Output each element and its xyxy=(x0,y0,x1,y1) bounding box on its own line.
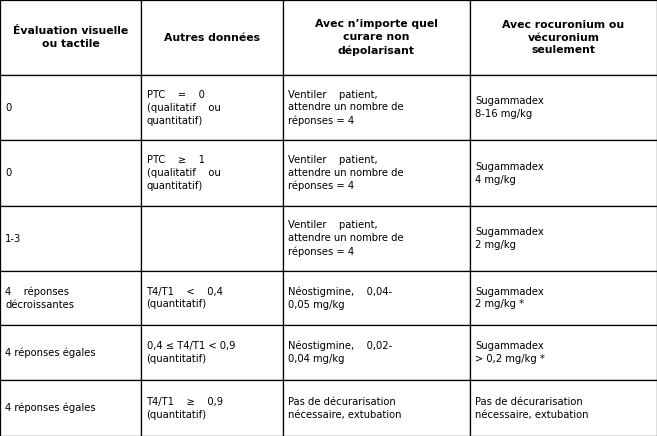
Bar xyxy=(470,324,657,380)
Bar xyxy=(0,206,141,271)
Bar xyxy=(0,324,141,380)
Text: Pas de décurarisation
nécessaire, extubation: Pas de décurarisation nécessaire, extuba… xyxy=(475,397,589,419)
Text: Ventiler    patient,
attendre un nombre de
réponses = 4: Ventiler patient, attendre un nombre de … xyxy=(288,155,403,191)
Bar xyxy=(470,380,657,436)
Bar xyxy=(141,324,283,380)
Text: Sugammadex
2 mg/kg: Sugammadex 2 mg/kg xyxy=(475,227,544,250)
Text: 0: 0 xyxy=(5,168,12,178)
Text: Avec n’importe quel
curare non
dépolarisant: Avec n’importe quel curare non dépolaris… xyxy=(315,20,438,56)
Bar xyxy=(141,380,283,436)
Text: Néostigmine,    0,04-
0,05 mg/kg: Néostigmine, 0,04- 0,05 mg/kg xyxy=(288,286,392,310)
Bar xyxy=(283,75,470,140)
Bar xyxy=(0,75,141,140)
Bar xyxy=(283,140,470,206)
Bar xyxy=(0,380,141,436)
Text: 0,4 ≤ T4/T1 < 0,9
(quantitatif): 0,4 ≤ T4/T1 < 0,9 (quantitatif) xyxy=(147,341,235,364)
Text: PTC    ≥    1
(qualitatif    ou
quantitatif): PTC ≥ 1 (qualitatif ou quantitatif) xyxy=(147,155,220,191)
Text: 4 réponses égales: 4 réponses égales xyxy=(5,403,96,413)
Text: PTC    =    0
(qualitatif    ou
quantitatif): PTC = 0 (qualitatif ou quantitatif) xyxy=(147,90,220,126)
Text: Pas de décurarisation
nécessaire, extubation: Pas de décurarisation nécessaire, extuba… xyxy=(288,397,401,419)
Bar xyxy=(470,206,657,271)
Bar xyxy=(0,271,141,324)
Bar xyxy=(141,75,283,140)
Bar xyxy=(141,271,283,324)
Text: Ventiler    patient,
attendre un nombre de
réponses = 4: Ventiler patient, attendre un nombre de … xyxy=(288,90,403,126)
Bar xyxy=(0,0,141,75)
Text: Sugammadex
2 mg/kg *: Sugammadex 2 mg/kg * xyxy=(475,286,544,309)
Text: Évaluation visuelle
ou tactile: Évaluation visuelle ou tactile xyxy=(13,26,128,49)
Bar xyxy=(470,271,657,324)
Bar xyxy=(141,206,283,271)
Text: 0: 0 xyxy=(5,103,12,113)
Bar xyxy=(283,324,470,380)
Text: T4/T1    ≥    0,9
(quantitatif): T4/T1 ≥ 0,9 (quantitatif) xyxy=(147,397,223,419)
Bar xyxy=(470,140,657,206)
Bar xyxy=(141,140,283,206)
Bar xyxy=(283,380,470,436)
Text: Sugammadex
4 mg/kg: Sugammadex 4 mg/kg xyxy=(475,162,544,184)
Bar xyxy=(283,0,470,75)
Bar xyxy=(0,140,141,206)
Bar xyxy=(141,0,283,75)
Bar xyxy=(283,271,470,324)
Text: 1-3: 1-3 xyxy=(5,234,22,244)
Text: 4 réponses égales: 4 réponses égales xyxy=(5,347,96,358)
Text: Avec rocuronium ou
vécuronium
seulement: Avec rocuronium ou vécuronium seulement xyxy=(503,20,624,55)
Text: Ventiler    patient,
attendre un nombre de
réponses = 4: Ventiler patient, attendre un nombre de … xyxy=(288,221,403,257)
Text: Sugammadex
> 0,2 mg/kg *: Sugammadex > 0,2 mg/kg * xyxy=(475,341,545,364)
Bar xyxy=(470,0,657,75)
Text: 4    réponses
décroissantes: 4 réponses décroissantes xyxy=(5,286,74,310)
Text: Autres données: Autres données xyxy=(164,33,260,43)
Bar xyxy=(283,206,470,271)
Bar xyxy=(470,75,657,140)
Text: Néostigmine,    0,02-
0,04 mg/kg: Néostigmine, 0,02- 0,04 mg/kg xyxy=(288,341,392,364)
Text: Sugammadex
8-16 mg/kg: Sugammadex 8-16 mg/kg xyxy=(475,96,544,119)
Text: T4/T1    <    0,4
(quantitatif): T4/T1 < 0,4 (quantitatif) xyxy=(147,286,223,309)
